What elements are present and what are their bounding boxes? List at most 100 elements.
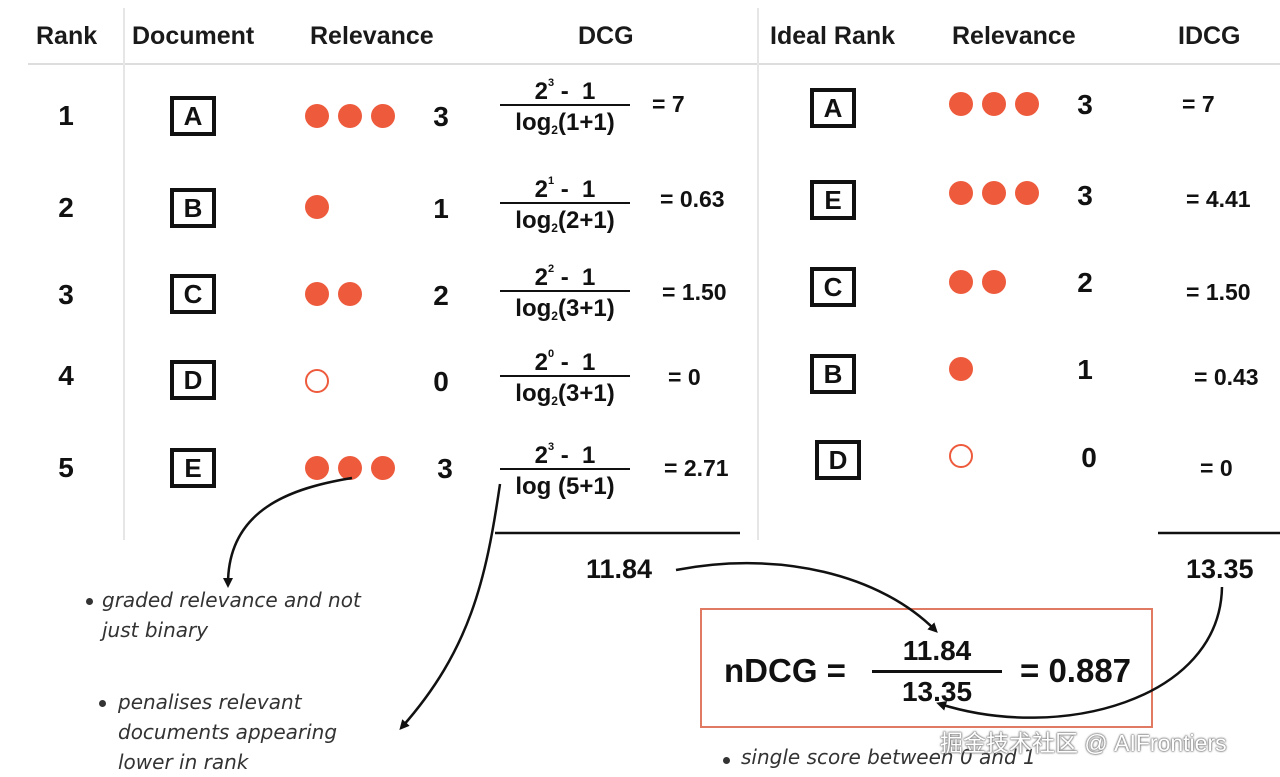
relevance-dot <box>1015 92 1039 116</box>
document-box: E <box>810 180 856 220</box>
num-exponent: 1 <box>547 175 555 187</box>
formula-numerator: 23 - 1 <box>500 72 630 105</box>
num-base: 2 <box>534 176 548 203</box>
relevance-dot <box>982 92 1006 116</box>
note-graded-relevance: graded relevance and not just binary <box>102 585 361 645</box>
relevance-dots <box>949 181 1039 205</box>
relevance-dot <box>949 181 973 205</box>
ndcg-label: nDCG = <box>724 652 846 689</box>
den-log: log <box>515 295 552 322</box>
den-base: 2 <box>551 309 558 323</box>
den-log: log <box>515 207 552 234</box>
den-base: 2 <box>551 123 558 137</box>
relevance-score: 3 <box>1077 89 1093 120</box>
header-idcg: IDCG <box>1178 22 1241 50</box>
den-arg: (3+1) <box>557 295 615 322</box>
formula-denominator: log2(2+1) <box>500 206 630 236</box>
arrow-to-penalises-note <box>399 483 502 730</box>
dcg-formula: 23 - 1 log (5+1) <box>500 436 630 502</box>
dcg-formula: 23 - 1 log2(1+1) <box>500 72 630 138</box>
relevance-dot <box>338 104 362 128</box>
header-ideal-rank: Ideal Rank <box>770 22 896 50</box>
document-box: D <box>170 360 216 400</box>
rank-number: 3 <box>58 279 74 310</box>
den-arg: (2+1) <box>557 207 615 234</box>
relevance-score: 1 <box>433 193 449 224</box>
formula-numerator: 23 - 1 <box>500 436 630 469</box>
relevance-dots <box>949 92 1039 116</box>
fraction-bar <box>500 375 630 377</box>
bullet <box>99 700 106 707</box>
relevance-dot <box>949 357 973 381</box>
document-box: A <box>170 96 216 136</box>
idcg-value: = 0 <box>1200 455 1233 481</box>
dcg-value: = 1.50 <box>662 279 727 305</box>
dcg-formula: 20 - 1 log2(3+1) <box>500 343 630 409</box>
num-exponent: 3 <box>547 441 555 453</box>
relevance-dot <box>305 104 329 128</box>
rank-number: 5 <box>58 452 74 483</box>
formula-denominator: log2(1+1) <box>500 108 630 138</box>
formula-numerator: 20 - 1 <box>500 343 630 376</box>
note-line: graded relevance and not <box>102 588 361 612</box>
den-arg: (1+1) <box>557 109 615 136</box>
rank-number: 4 <box>58 360 74 391</box>
relevance-dot <box>371 456 395 480</box>
formula-denominator: log (5+1) <box>500 472 630 502</box>
num-base: 2 <box>534 442 548 469</box>
idcg-value: = 0.43 <box>1194 364 1259 390</box>
dcg-value: = 7 <box>652 91 685 117</box>
relevance-dot <box>949 270 973 294</box>
relevance-dots <box>949 270 1006 294</box>
header-relevance-ideal: Relevance <box>952 22 1076 50</box>
relevance-dot <box>305 282 329 306</box>
note-line: documents appearing <box>118 720 338 744</box>
relevance-score: 3 <box>437 453 453 484</box>
arrow-idcg-to-denominator <box>936 586 1224 719</box>
ndcg-numerator: 11.84 <box>902 635 972 666</box>
relevance-dots <box>305 456 395 480</box>
relevance-score: 3 <box>1077 180 1093 211</box>
relevance-dots <box>305 282 362 306</box>
formula-numerator: 21 - 1 <box>500 170 630 203</box>
num-tail: - 1 <box>554 349 596 376</box>
dcg-formula: 21 - 1 log2(2+1) <box>500 170 630 236</box>
relevance-score: 3 <box>433 101 449 132</box>
bullet <box>723 757 730 764</box>
header-dcg: DCG <box>578 22 634 50</box>
relevance-dots <box>305 369 329 393</box>
relevance-score: 0 <box>1081 442 1097 473</box>
document-box: C <box>810 267 856 307</box>
watermark: 掘金技术社区 @ AIFrontiers <box>940 730 1227 756</box>
den-log: log <box>515 109 552 136</box>
dcg-value: = 0 <box>668 364 701 390</box>
header-relevance: Relevance <box>310 22 434 50</box>
header-rank: Rank <box>36 22 98 50</box>
arrow-dcg-to-numerator <box>675 561 938 633</box>
relevance-dots <box>949 444 973 468</box>
note-line: just binary <box>102 618 209 642</box>
idcg-value: = 7 <box>1182 91 1215 117</box>
relevance-dot <box>338 456 362 480</box>
idcg-total: 13.35 <box>1186 554 1254 584</box>
num-base: 2 <box>534 349 548 376</box>
empty-relevance-dot <box>305 369 329 393</box>
formula-denominator: log2(3+1) <box>500 379 630 409</box>
den-base: 2 <box>551 394 558 408</box>
den-arg: (3+1) <box>557 380 615 407</box>
relevance-dot <box>1015 181 1039 205</box>
header-document: Document <box>132 22 255 50</box>
dcg-total: 11.84 <box>586 554 653 584</box>
num-exponent: 3 <box>547 77 555 89</box>
note-line: lower in rank <box>118 750 249 774</box>
document-box: C <box>170 274 216 314</box>
arrow-to-graded-note <box>223 476 353 588</box>
relevance-dot <box>305 456 329 480</box>
note-single-score: single score between 0 and 1 <box>741 745 1036 769</box>
empty-relevance-dot <box>949 444 973 468</box>
relevance-score: 2 <box>433 280 449 311</box>
rank-number: 2 <box>58 192 74 223</box>
idcg-value: = 4.41 <box>1186 186 1251 212</box>
num-exponent: 0 <box>547 348 555 360</box>
